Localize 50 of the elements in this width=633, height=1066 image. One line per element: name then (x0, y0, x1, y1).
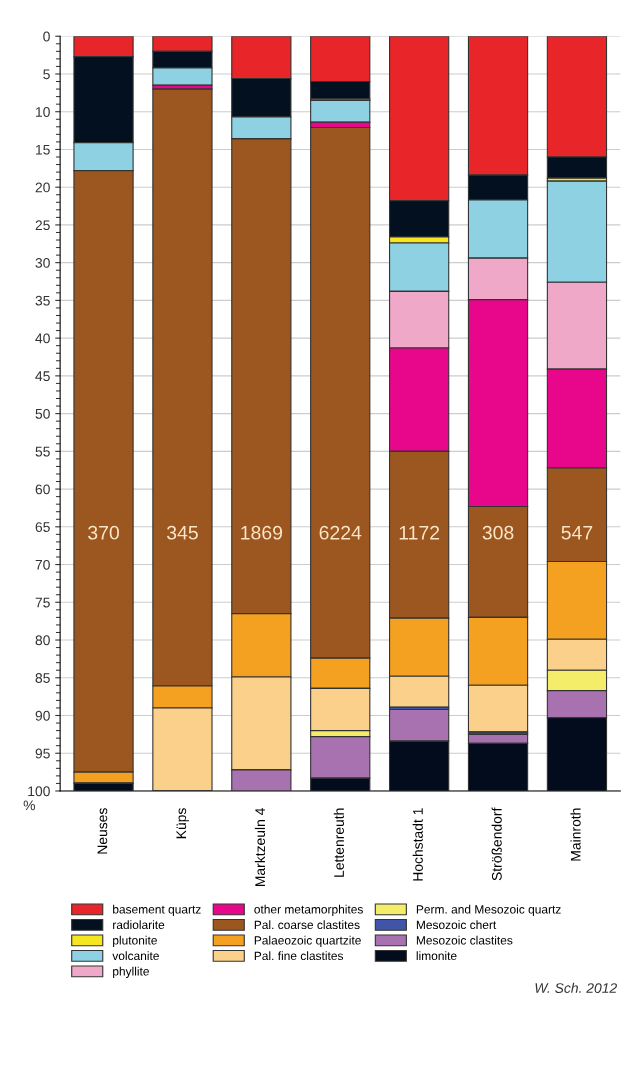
legend-label: Pal. coarse clastites (254, 920, 360, 930)
y-tick-label: 100 (28, 786, 50, 797)
annotation: 1869 (241, 525, 283, 540)
x-tick-label: Küps (176, 808, 189, 839)
y-tick-label: 95 (35, 748, 50, 759)
annotation: 345 (166, 525, 198, 540)
x-tick-label: Marktzeuln 4 (254, 808, 266, 886)
y-tick-label: 40 (35, 333, 50, 344)
y-tick-label: 10 (36, 107, 50, 117)
y-tick-label: 0 (43, 31, 50, 42)
y-tick-label: 5 (43, 69, 50, 80)
annotation: 547 (561, 526, 593, 540)
x-tick-label: Strößendorf (491, 807, 502, 881)
x-tick-label: Neuses (97, 808, 108, 854)
legend-label: volcanite (112, 951, 159, 961)
legend-label: Mesozoic chert (416, 920, 497, 930)
legend-label: limonite (416, 951, 457, 961)
y-tick-label: 60 (35, 484, 50, 495)
legend-label: basement quartz (113, 904, 201, 916)
y-axis-title: % (23, 800, 35, 811)
y-tick-label: 35 (35, 295, 50, 306)
y-tick-label: 70 (35, 559, 50, 570)
annotation: 308 (482, 525, 514, 540)
legend-label: Mesozoic clastites (416, 935, 513, 945)
y-tick-label: 15 (36, 144, 50, 155)
x-tick-label: Lettenreuth (333, 808, 344, 877)
y-tick-label: 90 (35, 710, 50, 721)
y-tick-label: 65 (35, 522, 50, 532)
legend-label: plutonite (113, 935, 157, 947)
y-tick-label: 75 (35, 597, 50, 608)
text: W. Sch. 2012 (535, 982, 617, 993)
legend-label: Pal. fine clastites (254, 951, 344, 961)
y-tick-label: 80 (35, 635, 50, 646)
y-tick-label: 20 (35, 182, 50, 193)
annotation: 370 (88, 525, 119, 540)
legend-label: Perm. and Mesozoic quartz (416, 904, 561, 916)
annotation: 6224 (319, 525, 362, 540)
y-tick-label: 85 (35, 673, 50, 683)
x-tick-label: Mainroth (570, 808, 581, 861)
legend-label: radiolarite (113, 920, 165, 930)
y-tick-label: 30 (35, 258, 50, 268)
annotation: 1172 (399, 525, 440, 540)
y-tick-label: 45 (35, 371, 50, 382)
legend-label: other metamorphites (254, 904, 363, 916)
legend-label: phyllite (113, 966, 149, 978)
y-tick-label: 25 (35, 220, 50, 231)
y-tick-label: 50 (35, 408, 50, 419)
x-tick-label: Hochstadt 1 (412, 808, 423, 881)
legend-label: Palaeozoic quartzite (254, 935, 361, 947)
y-tick-label: 55 (35, 446, 50, 457)
